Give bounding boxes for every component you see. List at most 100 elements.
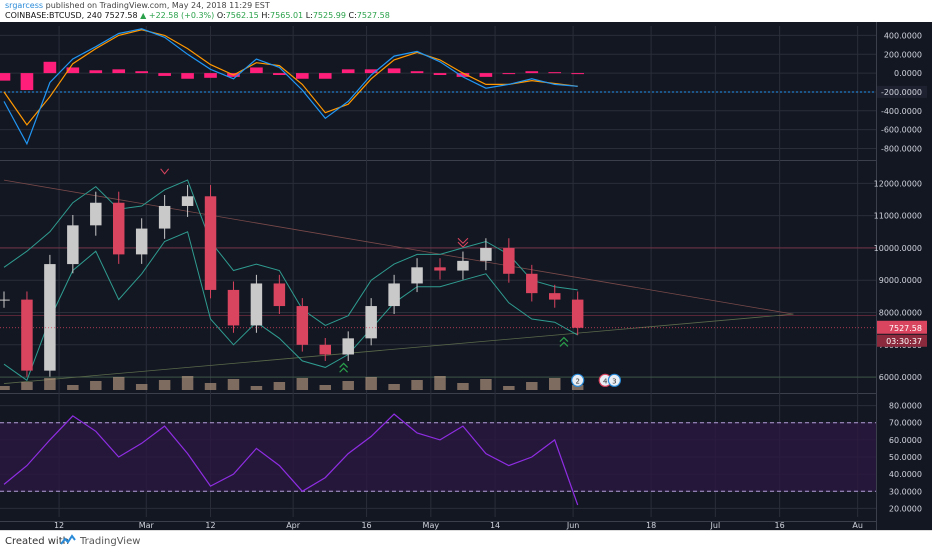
time-tick-label: 16 (775, 521, 785, 530)
macd-histogram-bar (318, 73, 332, 79)
time-axis-divider (0, 521, 876, 522)
macd-tick-label: 200.0000 (884, 50, 922, 59)
candle-body (0, 299, 10, 301)
macd-histogram-bar (204, 73, 217, 78)
pane-divider-2[interactable] (0, 393, 876, 394)
candle (181, 185, 194, 217)
volume-bar (434, 376, 446, 390)
macd-histogram-bar (135, 71, 148, 74)
high-value: 7565.01 (270, 11, 304, 20)
candle (365, 298, 377, 346)
time-tick-label: 14 (490, 521, 500, 530)
time-tick-label: 12 (54, 521, 64, 530)
volume-bar (90, 381, 102, 390)
rsi-tick-label: 30.0000 (889, 487, 922, 496)
event-flag-count: 3 (612, 377, 616, 385)
candle (67, 214, 79, 274)
pane-divider-1[interactable] (0, 160, 876, 161)
last-price: 7527.58 (104, 11, 138, 20)
price-tick-label: 8000.0000 (879, 309, 922, 318)
candle (388, 274, 400, 314)
macd-histogram-bar (456, 73, 470, 77)
macd-tick-label: -800.0000 (881, 144, 922, 153)
candle (250, 274, 263, 333)
publish-info: published on TradingView.com, May 24, 20… (45, 1, 270, 10)
volume-bar (44, 378, 56, 390)
candle (571, 291, 584, 336)
candle-body (250, 283, 263, 326)
macd-histogram-bar (66, 67, 80, 74)
last-price-label: 7527.58 (889, 324, 922, 333)
candle-body (21, 299, 33, 371)
rsi-line (3, 413, 579, 506)
macd-histogram-bar (387, 68, 401, 74)
candle-body (457, 260, 469, 271)
candle-body (227, 289, 240, 326)
volume-bar (113, 377, 125, 390)
price-axes[interactable]: 400.0000 200.0000 0.0000 -200.0000 -400.0000… (874, 31, 927, 513)
candle (411, 258, 423, 293)
candle-body (135, 228, 148, 255)
macd-histogram-bar (341, 69, 355, 74)
macd-histogram-bar (0, 73, 11, 81)
footer: Created with TradingView (0, 530, 932, 551)
volume-bar (571, 385, 584, 390)
volume-bar (480, 379, 492, 390)
low-label: L: (305, 11, 313, 20)
chart-header: srgarcess published on TradingView.com, … (0, 0, 932, 22)
time-tick-label: Apr (286, 521, 301, 530)
rsi-tick-label: 60.0000 (889, 436, 922, 445)
candle-body (319, 344, 331, 355)
close-value: 7527.58 (356, 11, 390, 20)
last-price-tag (877, 320, 927, 334)
volume-bar (181, 376, 194, 390)
volume-bar (319, 385, 331, 390)
volume-bar (158, 380, 171, 390)
candle-body (526, 273, 538, 294)
candle-body (480, 247, 492, 261)
sell-arrow-icon (457, 237, 469, 248)
volume-bar (503, 386, 515, 390)
volume-bar (204, 383, 217, 390)
time-tick-label: Jun (566, 521, 580, 530)
rsi-tick-label: 80.0000 (889, 402, 922, 411)
macd-histogram-bar (525, 71, 539, 74)
rsi-pane[interactable] (0, 413, 876, 506)
volume-bar (21, 382, 33, 390)
tradingview-brand[interactable]: TradingView (80, 536, 141, 547)
macd-histogram-bar (89, 70, 103, 74)
event-flag-icon (571, 373, 585, 387)
volume-bar (227, 379, 240, 390)
volume-bar (365, 377, 377, 390)
created-with-text: Created with (5, 536, 69, 547)
low-value: 7525.99 (312, 11, 346, 20)
sell-arrow-icon (160, 168, 170, 175)
time-axis[interactable]: 12 Mar 12 Apr 16 May 14 Jun 18 Jul 16 Au (54, 521, 863, 530)
macd-histogram-bar (410, 71, 424, 74)
macd-histogram-bar (502, 73, 516, 75)
candle-body (113, 202, 125, 255)
candle-body (90, 202, 102, 226)
macd-pane[interactable] (0, 28, 876, 146)
macd-histogram-bar (20, 73, 34, 91)
volume-bar (457, 383, 469, 390)
buy-arrow-icon (559, 336, 569, 347)
event-flag-count: 2 (575, 377, 579, 385)
ohlc-line: COINBASE:BTCUSD, 240 7527.58 ▲ +22.58 (+… (5, 11, 390, 21)
author-link[interactable]: srgarcess (5, 1, 44, 10)
volume-bar (250, 386, 263, 390)
event-flag-icon (607, 373, 622, 387)
volume-bar (388, 384, 400, 390)
time-tick-label: 18 (646, 521, 656, 530)
rsi-tick-label: 40.0000 (889, 470, 922, 479)
open-value: 7562.15 (225, 11, 259, 20)
time-tick-label: Au (852, 521, 863, 530)
chart-canvas[interactable]: 2 43 400.0000 200.0000 0.0000 -200.0000 -400.… (0, 22, 932, 530)
candle (503, 238, 515, 283)
candle (319, 338, 331, 361)
tradingview-logo-icon (60, 534, 76, 545)
candle (227, 281, 240, 333)
high-label: H: (261, 11, 271, 20)
rsi-tick-label: 70.0000 (889, 419, 922, 428)
